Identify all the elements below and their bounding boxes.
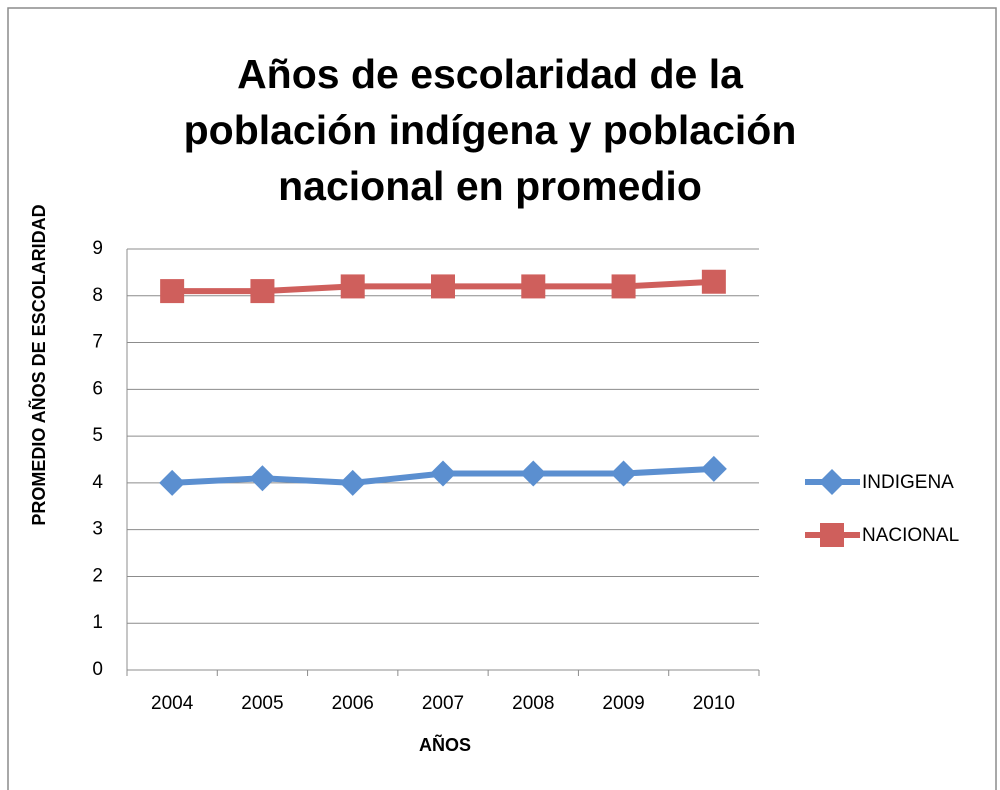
marker	[701, 269, 726, 294]
marker	[700, 455, 727, 482]
y-tick-label: 5	[92, 425, 103, 446]
legend-marker	[820, 523, 844, 547]
y-tick-label: 1	[92, 612, 103, 633]
marker	[340, 274, 365, 299]
x-tick-label: 2004	[151, 693, 194, 714]
x-axis-title: AÑOS	[419, 734, 471, 755]
y-tick-label: 3	[92, 519, 103, 540]
x-tick-label: 2010	[693, 693, 735, 714]
x-tick-label: 2006	[332, 693, 374, 714]
chart-border	[7, 7, 997, 790]
x-tick-label: 2005	[241, 693, 283, 714]
chart-title: Años de escolaridad de la población indí…	[183, 51, 797, 209]
marker	[611, 274, 636, 299]
x-tick-label: 2009	[602, 693, 644, 714]
marker	[159, 469, 186, 496]
marker	[430, 460, 456, 487]
y-tick-label: 8	[92, 285, 103, 306]
x-tick-label: 2007	[422, 693, 464, 714]
marker	[160, 279, 185, 304]
y-tick-label: 7	[92, 332, 103, 353]
y-tick-label: 9	[92, 238, 103, 259]
marker	[520, 460, 547, 487]
legend-label: NACIONAL	[862, 525, 959, 546]
legend-label: INDIGENA	[862, 472, 954, 493]
marker	[339, 469, 366, 496]
legend-marker	[819, 469, 845, 495]
marker	[610, 460, 637, 487]
marker	[249, 465, 276, 492]
y-tick-label: 2	[92, 565, 103, 586]
y-tick-label: 6	[92, 378, 103, 399]
marker	[521, 274, 546, 299]
y-tick-label: 4	[92, 472, 103, 493]
y-axis-title: PROMEDIO AÑOS DE ESCOLARIDAD	[28, 204, 49, 525]
y-tick-label: 0	[92, 659, 103, 680]
x-tick-label: 2008	[512, 693, 554, 714]
marker	[250, 279, 275, 304]
marker	[431, 274, 455, 299]
